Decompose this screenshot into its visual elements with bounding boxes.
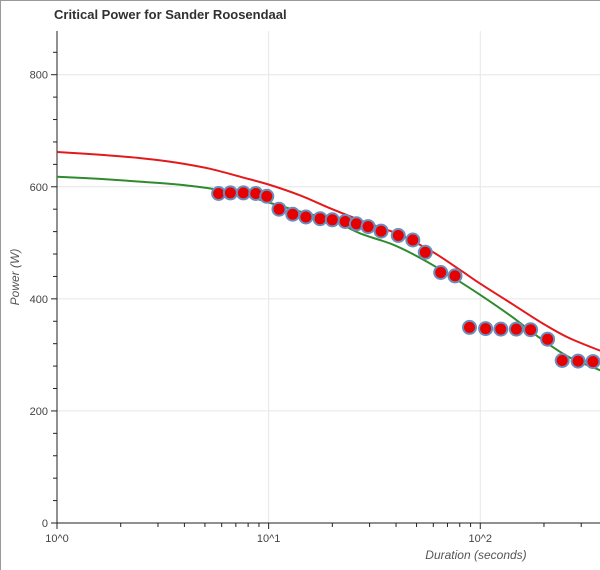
y-tick-label: 600 (30, 182, 48, 194)
y-tick-label: 0 (42, 518, 48, 530)
data-point (235, 185, 251, 201)
data-point (478, 321, 494, 337)
data-point (298, 209, 314, 225)
data-point (523, 322, 539, 338)
data-point (324, 212, 340, 228)
y-axis-title: Power (W) (8, 248, 22, 306)
x-tick-label: 10^1 (257, 533, 281, 545)
axes: 0 200 400 600 800 10^0 10^1 10^2 (30, 31, 600, 545)
y-tick-label: 800 (30, 70, 48, 82)
data-point (390, 228, 406, 243)
data-point (554, 353, 570, 368)
gridlines (57, 31, 600, 523)
data-point (259, 188, 275, 204)
data-point (508, 321, 524, 337)
data-point (540, 331, 556, 347)
data-point (570, 353, 586, 369)
x-tick-label: 10^2 (468, 533, 492, 545)
observed-power-points (211, 185, 600, 370)
y-tick-label: 200 (30, 406, 48, 418)
data-point (373, 223, 389, 239)
data-point (405, 232, 421, 248)
data-point (312, 211, 328, 227)
y-tick-label: 400 (30, 294, 48, 306)
data-point (222, 185, 238, 201)
data-point (493, 321, 509, 337)
x-tick-label: 10^0 (45, 533, 69, 545)
data-point (433, 265, 449, 280)
chart-title: Critical Power for Sander Roosendaal (54, 7, 287, 22)
data-point (271, 201, 287, 217)
data-point (360, 219, 376, 235)
cp-model-curve-green (56, 175, 600, 372)
data-point (447, 268, 463, 284)
data-point (417, 244, 433, 260)
data-point (285, 206, 301, 222)
data-point (462, 319, 477, 335)
x-axis-title: Duration (seconds) (425, 548, 527, 562)
data-point (585, 354, 600, 370)
